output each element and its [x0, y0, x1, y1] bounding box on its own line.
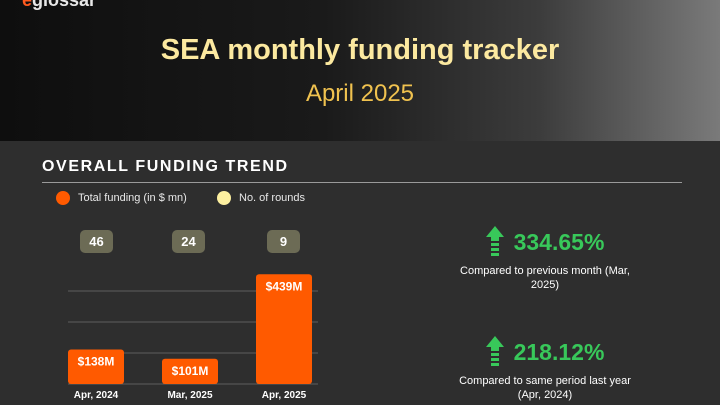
- stat-description: Compared to previous month (Mar, 2025): [460, 265, 630, 291]
- bar-value-label: $101M: [172, 364, 209, 378]
- stat-value: 218.12%: [513, 338, 605, 365]
- page-subtitle: April 2025: [305, 80, 415, 107]
- stat-description: Compared to same period last year (Apr, …: [459, 375, 631, 401]
- page-title: SEA monthly funding tracker: [160, 34, 560, 66]
- rounds-pill: 9: [267, 230, 300, 253]
- rounds-pill: 24: [172, 230, 205, 253]
- up-arrow-icon: [485, 226, 504, 256]
- x-tick-label: Apr, 2024: [74, 390, 119, 401]
- legend-item-funding: Total funding (in $ mn): [56, 191, 187, 205]
- legend-label-funding: Total funding (in $ mn): [78, 192, 187, 204]
- brand-logo: eglossar: [22, 0, 97, 10]
- legend-label-rounds: No. of rounds: [239, 192, 306, 204]
- rounds-pill: 46: [80, 230, 113, 253]
- x-tick-label: Mar, 2025: [167, 390, 212, 401]
- bar: [162, 358, 218, 384]
- bar-value-label: $439M: [266, 279, 303, 293]
- legend-swatch-funding: [56, 191, 70, 205]
- bar: [256, 274, 312, 384]
- stat-yoy: 218.12% Compared to same period last yea…: [450, 336, 640, 402]
- stat-value: 334.65%: [513, 228, 605, 255]
- bar: [68, 349, 124, 384]
- header-banner: eglossar SEA monthly funding tracker Apr…: [0, 0, 720, 141]
- up-arrow-icon: [485, 336, 504, 366]
- legend-item-rounds: No. of rounds: [217, 191, 305, 205]
- bar-value-label: $138M: [78, 355, 115, 369]
- section-title: OVERALL FUNDING TREND: [42, 158, 289, 175]
- stat-mom: 334.65% Compared to previous month (Mar,…: [450, 226, 640, 292]
- section-divider: [42, 182, 682, 183]
- legend-swatch-rounds: [217, 191, 231, 205]
- x-tick-label: Apr, 2025: [262, 390, 307, 401]
